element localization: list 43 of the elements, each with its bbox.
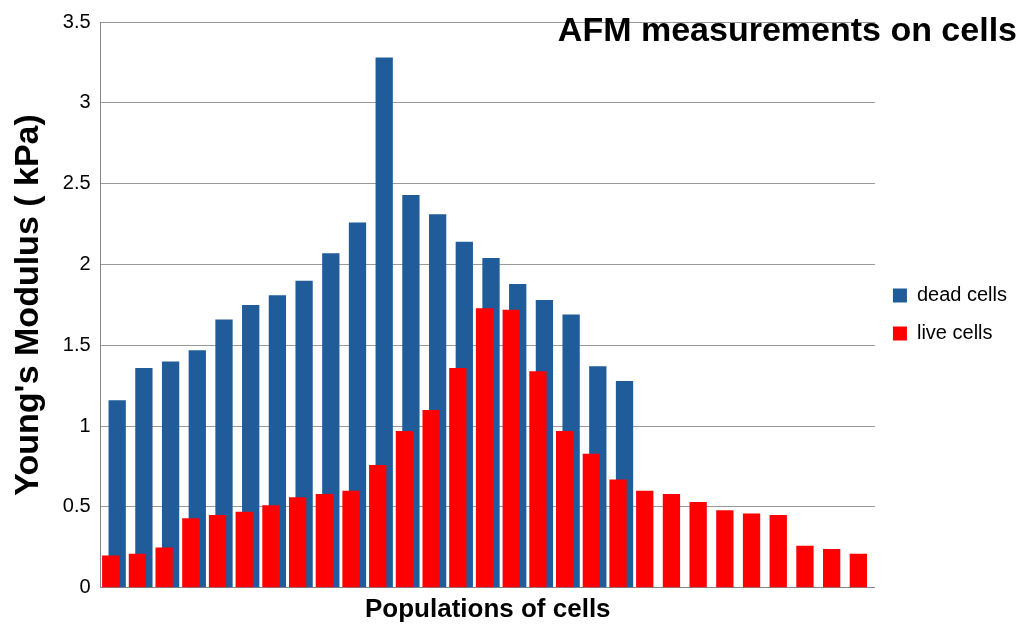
bar: [716, 510, 734, 588]
bar: [823, 549, 841, 588]
bar: [235, 511, 253, 588]
x-axis-title: Populations of cells: [364, 592, 611, 623]
y-axis-title: Young's Modulus ( kPa): [6, 114, 45, 496]
bar: [502, 309, 520, 588]
bar: [208, 515, 227, 588]
bar: [369, 464, 387, 588]
bar: [395, 430, 414, 588]
bar: [662, 494, 681, 588]
bar: [529, 371, 547, 588]
y-tick-label: 2: [79, 252, 91, 274]
bar: [449, 367, 467, 588]
bar: [288, 497, 307, 588]
bar: [422, 409, 440, 588]
bar: [128, 553, 147, 588]
bar: [609, 479, 627, 588]
bar: [555, 430, 574, 588]
bar: [636, 490, 654, 588]
legend-label: live cells: [916, 321, 993, 344]
y-tick-label: 3: [79, 90, 91, 113]
y-tick-label: 1: [79, 413, 91, 436]
y-tick-label: 3.5: [62, 9, 91, 32]
bar: [769, 515, 787, 588]
bar: [262, 505, 280, 588]
legend-label: dead cells: [916, 283, 1007, 306]
chart-title: AFM measurements on cells: [557, 9, 1017, 48]
bar: [315, 494, 333, 588]
bar: [475, 308, 494, 588]
y-tick-label: 1.5: [62, 332, 91, 355]
y-tick-label: 0.5: [62, 494, 91, 517]
bar: [689, 502, 707, 588]
y-tick-label: 2.5: [62, 171, 91, 194]
bar: [582, 453, 600, 588]
bar: [155, 547, 173, 588]
bar: [742, 513, 761, 588]
bar: [135, 367, 153, 588]
y-tick-label: 0: [79, 575, 91, 598]
bar: [182, 518, 200, 588]
bar: [342, 490, 360, 588]
bar: [102, 555, 120, 588]
bar: [796, 545, 814, 588]
bar: [849, 553, 867, 588]
